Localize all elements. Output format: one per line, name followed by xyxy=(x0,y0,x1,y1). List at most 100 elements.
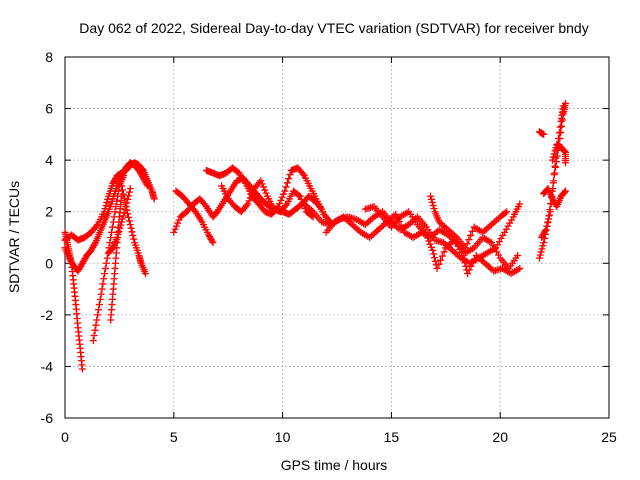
series-sat-i xyxy=(172,187,217,247)
data-point xyxy=(93,316,101,324)
data-point xyxy=(102,259,110,267)
data-point xyxy=(459,252,467,260)
data-point xyxy=(542,226,550,234)
y-tick-label: -2 xyxy=(41,307,54,323)
data-point xyxy=(561,159,569,167)
data-point xyxy=(103,198,111,206)
data-point xyxy=(464,270,472,278)
data-point xyxy=(514,252,522,260)
data-point xyxy=(113,234,121,241)
data-point xyxy=(392,210,400,218)
data-point xyxy=(467,262,475,270)
data-point xyxy=(277,196,285,204)
data-point xyxy=(438,252,446,260)
data-point xyxy=(468,227,476,235)
data-point xyxy=(399,225,407,233)
series-sat-g xyxy=(105,185,134,257)
data-point xyxy=(124,195,132,203)
data-point xyxy=(130,235,138,243)
y-tick-label: 6 xyxy=(45,101,53,117)
data-point xyxy=(551,169,559,177)
data-point xyxy=(108,228,116,236)
data-point xyxy=(541,227,549,235)
data-point xyxy=(101,264,109,272)
data-point xyxy=(558,122,566,130)
data-point xyxy=(259,183,267,191)
data-point xyxy=(95,301,103,309)
data-point xyxy=(122,203,130,211)
grid-lines xyxy=(65,57,609,418)
series-sat-o xyxy=(427,192,511,252)
y-tick-label: 4 xyxy=(45,152,53,168)
data-point xyxy=(461,244,469,252)
data-point xyxy=(561,188,569,196)
x-tick-label: 0 xyxy=(61,429,69,445)
data-point xyxy=(545,215,553,223)
data-point xyxy=(285,175,293,183)
data-point xyxy=(175,216,183,224)
data-point xyxy=(117,221,125,229)
data-point xyxy=(427,195,435,203)
data-point xyxy=(249,188,257,196)
data-point xyxy=(544,219,552,227)
data-point xyxy=(561,187,569,195)
data-point xyxy=(118,215,126,223)
data-point xyxy=(209,239,217,247)
data-point xyxy=(551,147,559,155)
data-point xyxy=(171,225,179,233)
data-point xyxy=(540,239,548,247)
data-point xyxy=(115,187,123,195)
data-point xyxy=(116,224,124,232)
data-point xyxy=(89,337,97,345)
data-point xyxy=(536,251,544,259)
data-point xyxy=(126,185,134,193)
data-point xyxy=(174,219,182,227)
data-point xyxy=(430,254,438,262)
data-point xyxy=(91,326,99,334)
data-point xyxy=(429,246,437,254)
series-sat-n xyxy=(361,203,524,278)
data-point xyxy=(127,224,135,232)
data-point xyxy=(538,245,546,253)
x-tick-label: 5 xyxy=(170,429,178,445)
data-point xyxy=(427,243,435,251)
data-point xyxy=(90,331,98,339)
data-point xyxy=(435,260,443,268)
data-point xyxy=(124,210,132,218)
data-point xyxy=(150,195,158,203)
plot-frame xyxy=(64,56,610,419)
series-sat-d xyxy=(89,172,128,345)
tick-labels: 0 5 10 15 20 25 -6 -4 -2 0 2 4 6 8 xyxy=(41,49,617,445)
data-point xyxy=(278,193,286,201)
y-tick-label: 0 xyxy=(45,255,53,271)
data-point xyxy=(286,171,294,179)
data-point xyxy=(437,256,445,264)
data-point xyxy=(258,180,266,188)
data-point xyxy=(548,156,556,164)
data-point xyxy=(246,194,254,202)
data-point xyxy=(262,189,270,197)
data-point xyxy=(99,280,107,288)
data-point xyxy=(126,221,134,229)
data-point xyxy=(299,170,307,178)
chart-title: Day 062 of 2022, Sidereal Day-to-day VTE… xyxy=(79,20,588,36)
data-point xyxy=(95,306,103,314)
y-tick-label: -4 xyxy=(41,358,54,374)
y-axis-label: SDTVAR / TECUs xyxy=(6,181,22,293)
data-point xyxy=(118,218,126,226)
data-point xyxy=(111,208,119,216)
y-tick-label: 2 xyxy=(45,204,53,220)
data-point xyxy=(297,195,305,203)
data-point xyxy=(428,198,436,206)
data-point xyxy=(537,248,545,256)
data-point xyxy=(98,285,106,293)
data-point xyxy=(424,234,432,242)
data-point xyxy=(461,259,469,267)
data-point xyxy=(120,172,128,180)
data-point xyxy=(113,197,121,205)
data-point xyxy=(295,191,303,199)
data-point xyxy=(118,182,126,190)
data-point xyxy=(103,254,111,262)
data-point xyxy=(282,183,290,191)
